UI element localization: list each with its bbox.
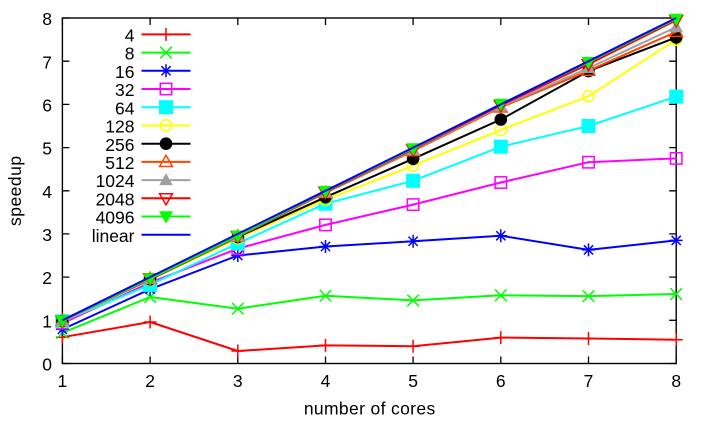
- svg-text:4: 4: [321, 371, 331, 391]
- svg-text:8: 8: [42, 9, 52, 29]
- svg-text:128: 128: [105, 117, 134, 137]
- svg-text:number of cores: number of cores: [304, 399, 436, 419]
- svg-text:4: 4: [125, 25, 135, 45]
- svg-text:4096: 4096: [96, 208, 135, 228]
- svg-text:32: 32: [115, 80, 134, 100]
- svg-text:2048: 2048: [96, 189, 135, 209]
- svg-text:256: 256: [105, 135, 134, 155]
- svg-text:0: 0: [42, 355, 52, 375]
- svg-text:64: 64: [115, 98, 135, 118]
- svg-text:5: 5: [42, 139, 52, 159]
- svg-text:7: 7: [42, 52, 52, 72]
- svg-text:3: 3: [233, 371, 243, 391]
- svg-text:2: 2: [42, 268, 52, 288]
- svg-text:512: 512: [105, 153, 134, 173]
- svg-text:1: 1: [42, 311, 52, 331]
- svg-text:5: 5: [408, 371, 418, 391]
- svg-text:1: 1: [58, 371, 68, 391]
- svg-text:6: 6: [42, 95, 52, 115]
- svg-text:2: 2: [145, 371, 155, 391]
- svg-text:8: 8: [125, 44, 135, 64]
- svg-text:6: 6: [496, 371, 506, 391]
- svg-text:3: 3: [42, 225, 52, 245]
- svg-text:4: 4: [42, 182, 52, 202]
- svg-text:1024: 1024: [96, 171, 135, 191]
- svg-text:7: 7: [584, 371, 594, 391]
- svg-text:linear: linear: [92, 226, 135, 246]
- svg-text:16: 16: [115, 62, 134, 82]
- svg-text:8: 8: [671, 371, 681, 391]
- svg-text:speedup: speedup: [5, 155, 25, 226]
